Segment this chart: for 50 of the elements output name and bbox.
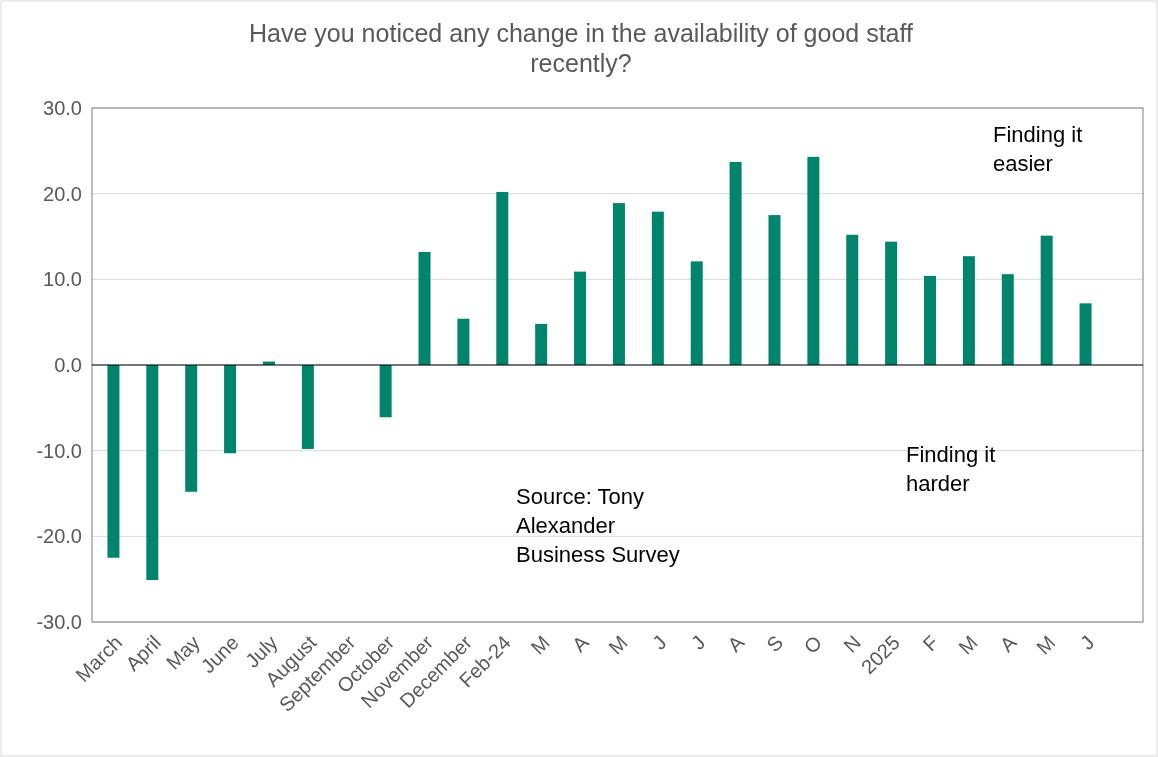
annotation: Source: Tony Alexander Business Survey: [516, 484, 680, 567]
bar: [146, 365, 159, 581]
bar: [612, 203, 625, 365]
bar: [496, 191, 509, 365]
bar: [729, 161, 742, 365]
x-tick-label: F: [918, 631, 943, 656]
x-tick-label: M: [1032, 631, 1060, 659]
x-tick-label: N: [839, 631, 865, 657]
x-tick-label: J: [647, 631, 671, 654]
bar: [224, 365, 237, 454]
x-tick-label: A: [995, 630, 1021, 657]
bar: [885, 241, 898, 365]
bar: [962, 256, 975, 365]
bar: [846, 234, 859, 365]
x-tick-label: J: [1075, 631, 1099, 654]
y-tick-label: -10.0: [36, 439, 82, 462]
bar: [574, 271, 587, 365]
bar: [535, 323, 548, 365]
bar: [1079, 303, 1092, 365]
bar: [107, 365, 120, 558]
chart-title: Have you noticed any change in the availability of good staff recently?: [249, 19, 913, 77]
x-tick-label: J: [686, 631, 710, 654]
annotation: Finding it easier: [993, 122, 1083, 176]
bar: [379, 365, 392, 418]
y-tick-label: 10.0: [43, 268, 82, 291]
x-tick-label: M: [604, 631, 632, 659]
x-tick-label: A: [723, 630, 749, 657]
x-tick-label: M: [954, 631, 982, 659]
x-tick-label: O: [799, 631, 827, 658]
x-tick-label: M: [526, 631, 554, 659]
x-tick-label: A: [567, 630, 594, 657]
bar: [924, 275, 937, 365]
x-tick-label: May: [161, 631, 204, 674]
bar: [1001, 274, 1014, 365]
y-tick-label: 20.0: [43, 182, 82, 205]
bar: [418, 251, 431, 365]
bar: [651, 211, 664, 365]
bar: [457, 318, 470, 365]
y-tick-label: 0.0: [54, 353, 82, 376]
y-tick-label: 30.0: [43, 96, 82, 119]
annotation: Finding it harder: [906, 442, 996, 496]
bar: [807, 156, 820, 365]
x-tick-label: S: [762, 631, 788, 657]
bar: [185, 365, 198, 492]
bar: [1040, 235, 1053, 365]
bar: [301, 365, 314, 449]
y-tick-label: -30.0: [36, 610, 82, 633]
bar: [768, 215, 781, 365]
y-tick-label: -20.0: [36, 525, 82, 548]
bar: [690, 261, 703, 365]
